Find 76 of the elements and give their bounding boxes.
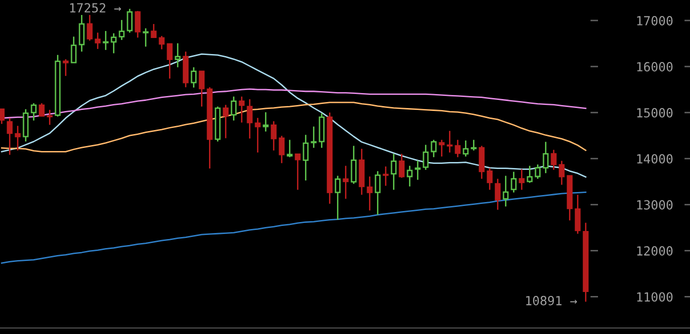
candlestick	[238, 96, 245, 124]
annotation: 17252 →	[70, 3, 121, 13]
candlestick	[46, 109, 53, 126]
candlestick	[110, 32, 117, 54]
candlestick	[550, 149, 557, 171]
candlestick	[22, 108, 29, 142]
candlestick	[478, 145, 485, 180]
candlestick	[118, 19, 125, 41]
candlestick	[382, 166, 389, 186]
candlestick	[302, 134, 309, 182]
candlestick	[342, 165, 349, 200]
candlestick	[230, 96, 237, 122]
candlestick	[286, 139, 293, 158]
candlestick	[542, 141, 549, 174]
candlestick	[462, 140, 469, 158]
candlestick	[414, 160, 421, 181]
candlestick	[558, 160, 565, 186]
candlestick	[374, 170, 381, 216]
candlestick	[422, 144, 429, 171]
candlestick	[534, 164, 541, 180]
candlestick	[166, 43, 173, 80]
candlestick	[158, 35, 165, 50]
candlestick	[78, 14, 85, 52]
candlestick	[294, 153, 301, 190]
candlestick	[470, 139, 477, 152]
candlestick	[126, 8, 133, 34]
candlestick	[190, 66, 197, 88]
candlestick	[494, 178, 501, 210]
y-tick-label: 14000	[637, 154, 673, 164]
candlestick	[278, 135, 285, 164]
candlestick	[518, 168, 525, 190]
candlestick	[438, 139, 445, 158]
candlestick	[30, 102, 37, 122]
candlestick	[70, 36, 77, 64]
candlestick	[254, 117, 261, 154]
candlestick	[526, 165, 533, 184]
candlestick	[270, 120, 277, 152]
candlestick	[510, 171, 517, 194]
candlestick	[150, 23, 157, 38]
candlestick	[446, 130, 453, 154]
y-tick-label: 13000	[637, 200, 673, 210]
y-tick-label: 15000	[637, 108, 673, 118]
line-series	[1, 53, 586, 178]
candlestick	[334, 175, 341, 220]
candlestick	[102, 30, 109, 51]
candlestick	[86, 14, 93, 42]
candlestick	[62, 58, 69, 77]
candlestick	[430, 139, 437, 158]
candlestick	[198, 70, 205, 108]
candlestick	[574, 194, 581, 234]
candlestick	[406, 165, 413, 188]
line-series	[1, 102, 586, 152]
candlestick	[14, 125, 21, 152]
annotation: 10891 →	[526, 296, 577, 306]
candlestick	[142, 28, 149, 48]
candlestick	[486, 167, 493, 190]
candlestick	[366, 176, 373, 212]
y-tick-label: 16000	[637, 62, 673, 72]
candlestick	[502, 175, 509, 208]
y-tick-label: 11000	[637, 292, 673, 302]
candlestick	[174, 42, 181, 68]
candlestick	[246, 98, 253, 140]
candlestick	[350, 145, 357, 185]
candlestick	[94, 32, 101, 50]
candlestick	[390, 153, 397, 190]
candlestick	[134, 10, 141, 38]
candlestick	[222, 104, 229, 139]
candlestick	[262, 112, 269, 132]
y-tick-label: 12000	[637, 246, 673, 256]
y-tick-label: 17000	[637, 16, 673, 26]
candlestick	[38, 102, 45, 118]
candlestick	[398, 153, 405, 178]
candlestick	[454, 139, 461, 158]
candlestick	[310, 126, 317, 149]
candlestick	[6, 118, 13, 156]
candlestick	[0, 108, 5, 125]
